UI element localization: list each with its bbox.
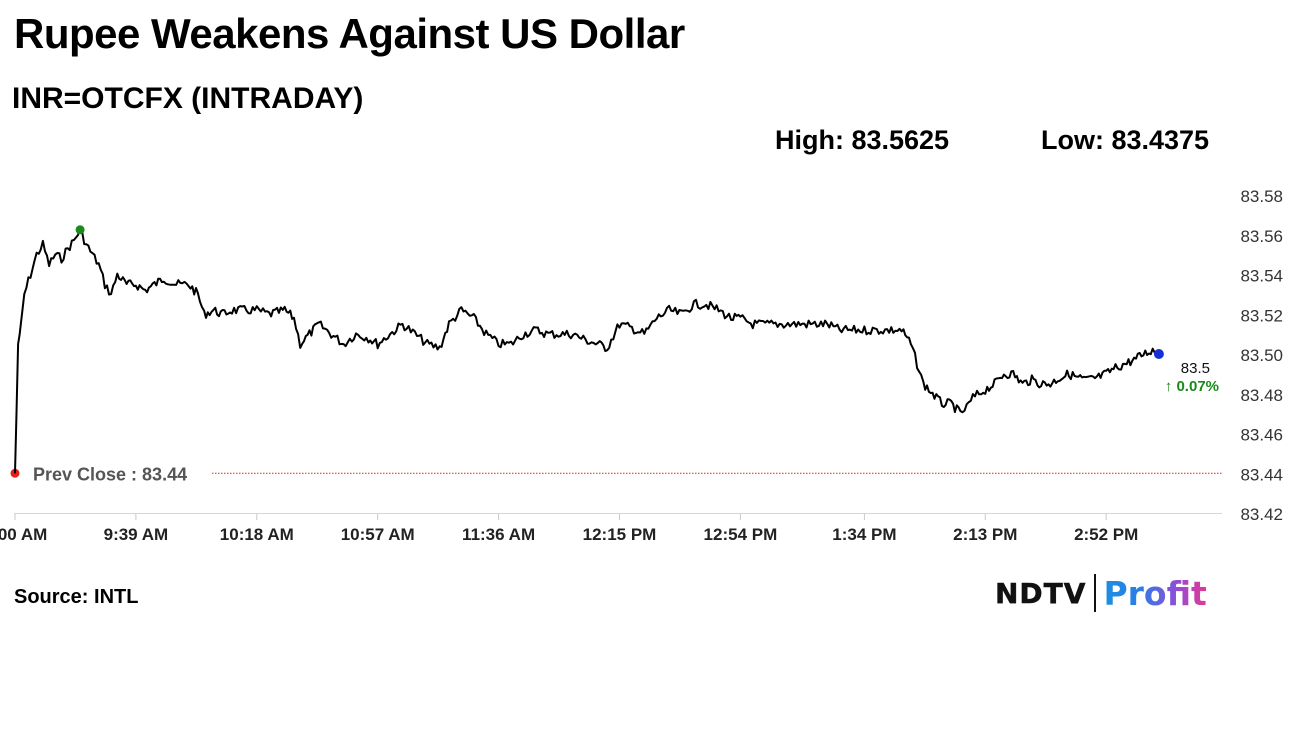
y-tick-label: 83.54 — [1240, 267, 1283, 286]
low-value: Low: 83.4375 — [1041, 125, 1210, 155]
y-tick-label: 83.42 — [1240, 505, 1283, 524]
y-tick-label: 83.58 — [1240, 187, 1283, 206]
x-tick-label: 10:57 AM — [341, 525, 415, 544]
x-tick-label: 12:15 PM — [583, 525, 657, 544]
logo-divider — [1094, 574, 1097, 612]
ndtv-profit-logo: NDTV Profit — [995, 572, 1207, 614]
logo-ndtv-text: NDTV — [995, 576, 1087, 610]
x-tick-label: 1:34 PM — [832, 525, 896, 544]
chart-subtitle: INR=OTCFX (INTRADAY) — [12, 82, 364, 115]
source-note: Source: INTL — [14, 586, 139, 608]
intraday-line-chart: 83.58 83.56 83.54 83.52 83.50 83.48 83.46 83.44… — [0, 187, 1283, 544]
y-tick-label: 83.52 — [1240, 306, 1283, 325]
y-tick-label: 83.46 — [1240, 426, 1283, 445]
x-tick-label: 9:39 AM — [104, 525, 169, 544]
x-tick-label: 2:13 PM — [953, 525, 1017, 544]
x-axis: 9:00 AM 9:39 AM 10:18 AM 10:57 AM 11:36 AM 12… — [0, 513, 1222, 544]
logo-profit-text: Profit — [1103, 573, 1207, 613]
y-tick-label: 83.56 — [1240, 227, 1283, 246]
x-tick-label: 9:00 AM — [0, 525, 47, 544]
series-line — [14, 226, 1160, 474]
x-tick-label: 12:54 PM — [704, 525, 778, 544]
high-marker — [75, 225, 85, 235]
x-tick-label: 10:18 AM — [220, 525, 294, 544]
chart-title: Rupee Weakens Against US Dollar — [14, 10, 685, 57]
y-axis: 83.58 83.56 83.54 83.52 83.50 83.48 83.46 83.44… — [1240, 187, 1283, 524]
high-value: High: 83.5625 — [775, 125, 950, 155]
change-percent-label: ↑ 0.07% — [1165, 378, 1219, 395]
y-tick-label: 83.50 — [1240, 346, 1283, 365]
x-tick-label: 2:52 PM — [1074, 525, 1138, 544]
last-price-label: 83.5 — [1181, 360, 1210, 377]
x-tick-label: 11:36 AM — [462, 525, 535, 544]
y-tick-label: 83.44 — [1240, 465, 1283, 484]
prev-close-label: Prev Close : 83.44 — [33, 464, 187, 484]
y-tick-label: 83.48 — [1240, 386, 1283, 405]
last-price-marker — [1153, 349, 1164, 359]
